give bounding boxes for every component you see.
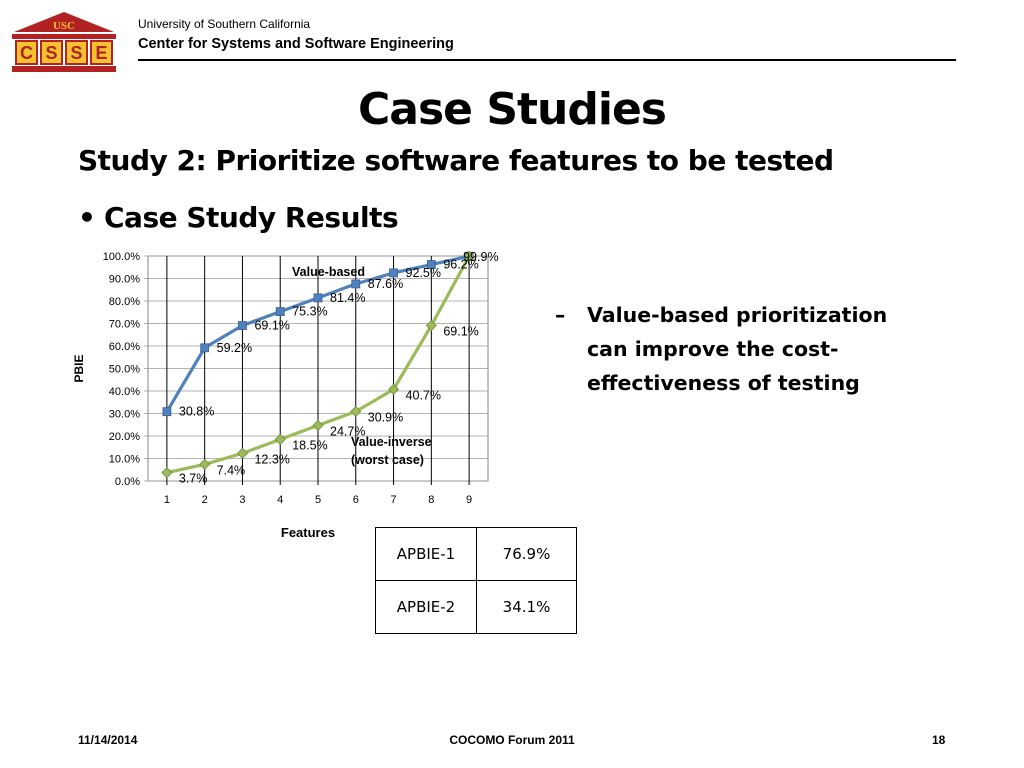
x-tick-label: 6: [353, 494, 359, 506]
logo-letter-box: [40, 40, 63, 65]
data-label: 92.5%: [406, 266, 441, 280]
side-note-marker: –: [555, 303, 566, 327]
data-point: [238, 321, 247, 330]
logo-letter: E: [95, 43, 107, 63]
x-tick-label: 2: [202, 494, 208, 506]
x-tick-label: 1: [164, 494, 170, 506]
bullet-text: Case Study Results: [104, 201, 399, 234]
center-name: Center for Systems and Software Engineer…: [138, 36, 454, 52]
data-point: [161, 467, 173, 479]
data-label: 7.4%: [217, 463, 246, 477]
apbie-table: APBIE-1 76.9% APBIE-2 34.1%: [375, 527, 577, 634]
data-label: 40.7%: [406, 388, 441, 402]
data-point: [425, 319, 437, 332]
y-tick-label: 10.0%: [109, 454, 140, 466]
footer-event: COCOMO Forum 2011: [449, 733, 575, 747]
data-point: [463, 250, 475, 262]
footer-page-number: 18: [932, 733, 946, 747]
data-point: [162, 407, 172, 417]
x-tick-label: 5: [315, 494, 321, 506]
table-row: APBIE-2 34.1%: [375, 580, 577, 634]
data-label: 30.9%: [368, 410, 403, 424]
table-cell-label: APBIE-1: [375, 527, 477, 581]
table-row: APBIE-1 76.9%: [375, 527, 577, 581]
data-point: [275, 307, 285, 316]
data-label: 30.8%: [179, 405, 214, 419]
x-tick-label: 8: [428, 494, 434, 506]
logo-letter: S: [45, 43, 57, 63]
y-tick-label: 60.0%: [109, 341, 140, 353]
y-tick-label: 40.0%: [109, 386, 140, 398]
data-point: [313, 293, 323, 303]
bullet-marker: •: [78, 201, 96, 234]
y-axis-label: PBIE: [72, 354, 86, 382]
x-tick-label: 3: [239, 494, 245, 506]
data-label: 24.7%: [330, 424, 365, 438]
data-point: [199, 458, 211, 470]
data-label: 87.6%: [368, 277, 403, 291]
data-label: 12.3%: [254, 452, 289, 466]
logo-usc-text: USC: [53, 20, 75, 32]
y-tick-label: 30.0%: [109, 409, 140, 421]
logo-letter-box: [65, 40, 88, 65]
footer-date: 11/14/2014: [78, 733, 138, 747]
data-label: 59.2%: [217, 341, 252, 355]
x-tick-label: 4: [277, 494, 283, 506]
data-label: 18.5%: [292, 438, 327, 452]
series-label-value-inverse: (worst case): [351, 453, 424, 467]
series-label-value-based: Value-based: [292, 265, 365, 279]
slide-title: Case Studies: [358, 84, 667, 135]
data-label: 69.1%: [443, 325, 478, 339]
x-axis-label: Features: [281, 525, 335, 540]
y-tick-label: 90.0%: [109, 274, 140, 286]
y-tick-label: 100.0%: [103, 251, 141, 263]
data-label: 69.1%: [254, 319, 289, 333]
y-tick-label: 0.0%: [115, 476, 140, 488]
data-label: 75.3%: [292, 305, 327, 319]
logo-letter: C: [20, 43, 33, 63]
data-point: [200, 343, 210, 353]
data-point: [274, 433, 286, 445]
y-tick-label: 80.0%: [109, 296, 140, 308]
x-tick-label: 7: [390, 494, 396, 506]
data-label: 96.2%: [443, 258, 478, 272]
data-label: 3.7%: [179, 472, 208, 486]
data-point: [236, 447, 249, 459]
logo-letter: S: [70, 43, 82, 63]
x-tick-label: 9: [466, 494, 472, 506]
data-point: [387, 383, 400, 395]
data-point: [350, 405, 362, 418]
logo-letter-box: [90, 40, 113, 65]
data-label: 81.4%: [330, 291, 365, 305]
university-name: University of Southern California: [138, 17, 311, 31]
header-divider: [138, 59, 956, 61]
data-label: 99.9%: [463, 250, 498, 264]
table-cell-label: APBIE-2: [375, 580, 477, 634]
pbie-line-chart: 0.0% 10.0% 20.0% 30.0% 40.0% 50.0% 60.0% 70.0% 8…: [72, 250, 499, 540]
data-point: [312, 419, 324, 431]
bullet-case-study-results: • Case Study Results: [78, 201, 399, 234]
data-point: [426, 260, 436, 269]
slide-subtitle: Study 2: Prioritize software features to…: [78, 144, 834, 177]
y-tick-label: 20.0%: [109, 431, 140, 443]
table-cell-value: 34.1%: [476, 580, 577, 634]
data-point: [389, 268, 398, 278]
y-tick-label: 70.0%: [109, 319, 140, 331]
logo-letter-box: [15, 40, 38, 65]
table-cell-value: 76.9%: [476, 527, 577, 581]
data-point: [351, 279, 361, 289]
side-note-text: Value-based prioritization can improve t…: [587, 303, 888, 395]
series-label-value-inverse: Value-inverse: [351, 435, 432, 449]
y-tick-label: 50.0%: [109, 364, 140, 376]
